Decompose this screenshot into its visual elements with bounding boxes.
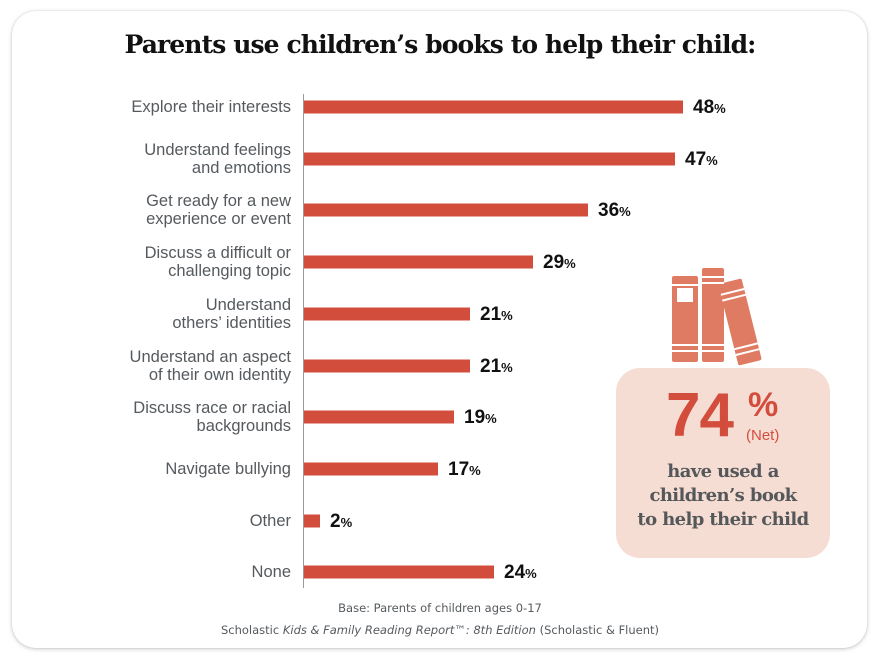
category-label: None — [31, 563, 291, 581]
footer-base-note: Base: Parents of children ages 0-17 — [338, 601, 542, 615]
net-description-line: children’s book — [649, 485, 797, 506]
category-label: Get ready for a new experience or event — [31, 192, 291, 228]
bar-value-percent: % — [469, 463, 481, 478]
category-label-line: Other — [249, 512, 291, 530]
category-label: Navigate bullying — [31, 460, 291, 478]
bar-value-percent: % — [525, 566, 537, 581]
net-percentage-value: 74 — [666, 381, 734, 450]
bar — [304, 514, 320, 528]
source-publisher: Scholastic — [220, 623, 283, 637]
bar-value-label: 36% — [598, 200, 631, 222]
category-label: Explore their interests — [31, 98, 291, 116]
bar-value-percent: % — [501, 308, 513, 323]
category-label-line: Navigate bullying — [165, 460, 291, 478]
bar-value-percent: % — [706, 153, 718, 168]
source-report-title: Kids & Family Reading Report™: 8th Editi… — [282, 623, 536, 637]
bar-value-percent: % — [564, 256, 576, 271]
bar-value-percent: % — [340, 515, 353, 530]
bar-value-percent: % — [714, 101, 726, 116]
net-qualifier: (Net) — [746, 427, 780, 444]
category-label: Discuss a difficult or challenging topic — [31, 244, 291, 280]
bar-value-label: 21% — [480, 356, 513, 378]
net-description-line: have used a — [667, 461, 779, 482]
category-label-line: Explore their interests — [131, 98, 291, 116]
category-label-line: and emotions — [191, 159, 291, 177]
bar — [304, 307, 470, 321]
bar-value-number: 17 — [448, 459, 470, 480]
category-label-line: challenging topic — [168, 262, 291, 280]
bar-value-number: 24 — [504, 562, 526, 583]
category-label-line: experience or event — [146, 210, 291, 228]
net-percent-sign: % — [748, 386, 779, 424]
bar — [304, 410, 454, 424]
bar-value-number: 36 — [598, 200, 620, 221]
net-callout-box: 74 % (Net) have used a children’s book t… — [616, 368, 830, 558]
chart-title: Parents use children’s books to help the… — [124, 30, 757, 59]
bar — [304, 359, 470, 373]
bar-value-percent: % — [619, 204, 631, 219]
bar-value-number: 21 — [480, 356, 502, 377]
bar-value-label: 24% — [504, 562, 537, 584]
category-label-line: backgrounds — [196, 417, 291, 435]
source-partners: (Scholastic & Fluent) — [535, 623, 660, 637]
footer-source: Scholastic Kids & Family Reading Report™… — [0, 623, 880, 637]
bar-value-label: 29% — [543, 252, 576, 274]
bar-value-number: 19 — [464, 407, 486, 428]
category-label-line: others’ identities — [172, 314, 291, 332]
category-label-line: Discuss race or racial — [133, 399, 291, 417]
category-label: Understand feelings and emotions — [31, 141, 291, 177]
bar-value-label: 17% — [448, 459, 481, 481]
bar-value-number: 29 — [543, 252, 565, 273]
category-label-line: Get ready for a new — [146, 192, 291, 210]
bar — [304, 100, 683, 114]
category-label: Discuss race or racial backgrounds — [31, 399, 291, 435]
y-axis-line — [303, 94, 304, 588]
category-label-line: Understand — [205, 296, 291, 314]
bar — [304, 462, 438, 476]
category-label-line: of their own identity — [148, 366, 291, 384]
category-label-line: Discuss a difficult or — [144, 244, 291, 262]
bar-value-number: 21 — [480, 304, 502, 325]
bar-value-label: 2% — [330, 511, 352, 533]
books-icon — [672, 266, 762, 366]
bar — [304, 152, 675, 166]
category-label-line: Understand feelings — [144, 141, 291, 159]
bar-value-label: 48% — [693, 97, 726, 119]
bar-value-number: 47 — [685, 149, 707, 170]
category-label-line: None — [251, 563, 291, 581]
category-label: Other — [31, 512, 291, 530]
net-description: have used a children’s book to help thei… — [616, 460, 830, 532]
category-label-line: Understand an aspect — [129, 348, 291, 366]
net-description-line: to help their child — [637, 509, 809, 530]
bar-value-percent: % — [501, 360, 513, 375]
bar — [304, 255, 533, 269]
bar-value-percent: % — [485, 411, 497, 426]
bar — [304, 565, 494, 579]
category-label: Understand others’ identities — [31, 296, 291, 332]
bar — [304, 203, 588, 217]
bar-value-label: 21% — [480, 304, 513, 326]
bar-value-label: 47% — [685, 149, 718, 171]
bar-value-number: 2 — [330, 511, 341, 532]
bar-value-label: 19% — [464, 407, 497, 429]
bar-value-number: 48 — [693, 97, 715, 118]
category-label: Understand an aspect of their own identit… — [31, 348, 291, 384]
